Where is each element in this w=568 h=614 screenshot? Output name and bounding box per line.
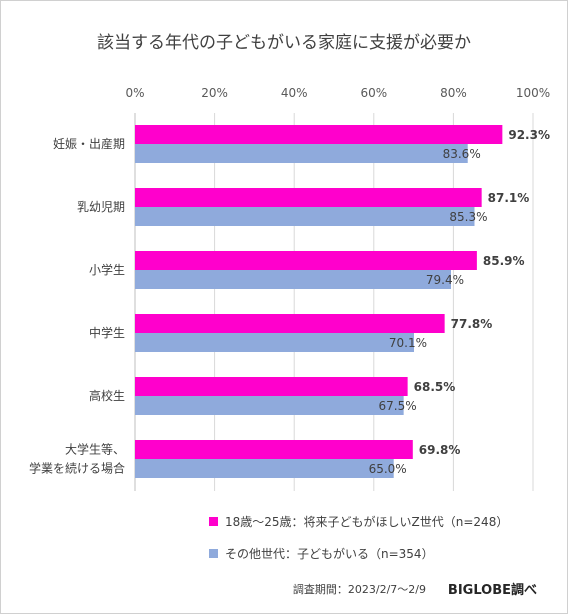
category-label: 中学生 — [89, 325, 125, 340]
bar-series-2 — [135, 270, 452, 289]
category-label: 高校生 — [89, 388, 125, 403]
category-label: 乳幼児期 — [77, 200, 125, 214]
bar-series-1 — [135, 440, 413, 459]
chart-title: 該当する年代の子どもがいる家庭に支援が必要か — [97, 33, 471, 53]
bar-series-1 — [135, 377, 408, 396]
bar-series-1 — [135, 125, 503, 144]
bar-series-2 — [135, 144, 468, 163]
data-label-series-1: 69.8% — [419, 443, 461, 457]
data-label-series-2: 70.1% — [389, 336, 427, 350]
data-label-series-1: 92.3% — [508, 128, 550, 142]
source-label: BIGLOBE調べ — [448, 582, 537, 598]
data-label-series-2: 79.4% — [426, 273, 464, 287]
data-label-series-1: 87.1% — [488, 191, 530, 205]
data-label-series-2: 85.3% — [449, 210, 487, 224]
category-label: 大学生等、 — [65, 442, 125, 457]
bar-series-2 — [135, 396, 404, 415]
data-label-series-1: 77.8% — [451, 317, 493, 331]
x-tick-label: 20% — [201, 86, 228, 100]
legend-label: その他世代：子どもがいる（n=354） — [225, 546, 434, 561]
category-label: 小学生 — [89, 262, 125, 277]
bar-series-1 — [135, 188, 482, 207]
bar-series-2 — [135, 459, 394, 478]
x-tick-label: 0% — [125, 86, 144, 100]
legend-swatch — [209, 517, 218, 526]
bar-series-1 — [135, 314, 445, 333]
data-label-series-1: 68.5% — [414, 380, 456, 394]
data-label-series-2: 65.0% — [369, 462, 407, 476]
data-label-series-1: 85.9% — [483, 254, 525, 268]
category-label: 学業を続ける場合 — [29, 461, 125, 476]
legend-label: 18歳〜25歳：将来子どもがほしいZ世代（n=248） — [225, 514, 508, 529]
legend-swatch — [209, 549, 218, 558]
bar-series-2 — [135, 333, 414, 352]
x-tick-label: 40% — [281, 86, 308, 100]
bar-series-1 — [135, 251, 477, 270]
survey-period: 調査期間：2023/2/7〜2/9 — [293, 582, 426, 596]
data-label-series-2: 83.6% — [443, 147, 481, 161]
x-tick-label: 60% — [360, 86, 387, 100]
x-tick-label: 100% — [516, 86, 550, 100]
category-label: 妊娠・出産期 — [53, 136, 125, 151]
bar-series-2 — [135, 207, 475, 226]
x-tick-label: 80% — [440, 86, 467, 100]
data-label-series-2: 67.5% — [379, 399, 417, 413]
